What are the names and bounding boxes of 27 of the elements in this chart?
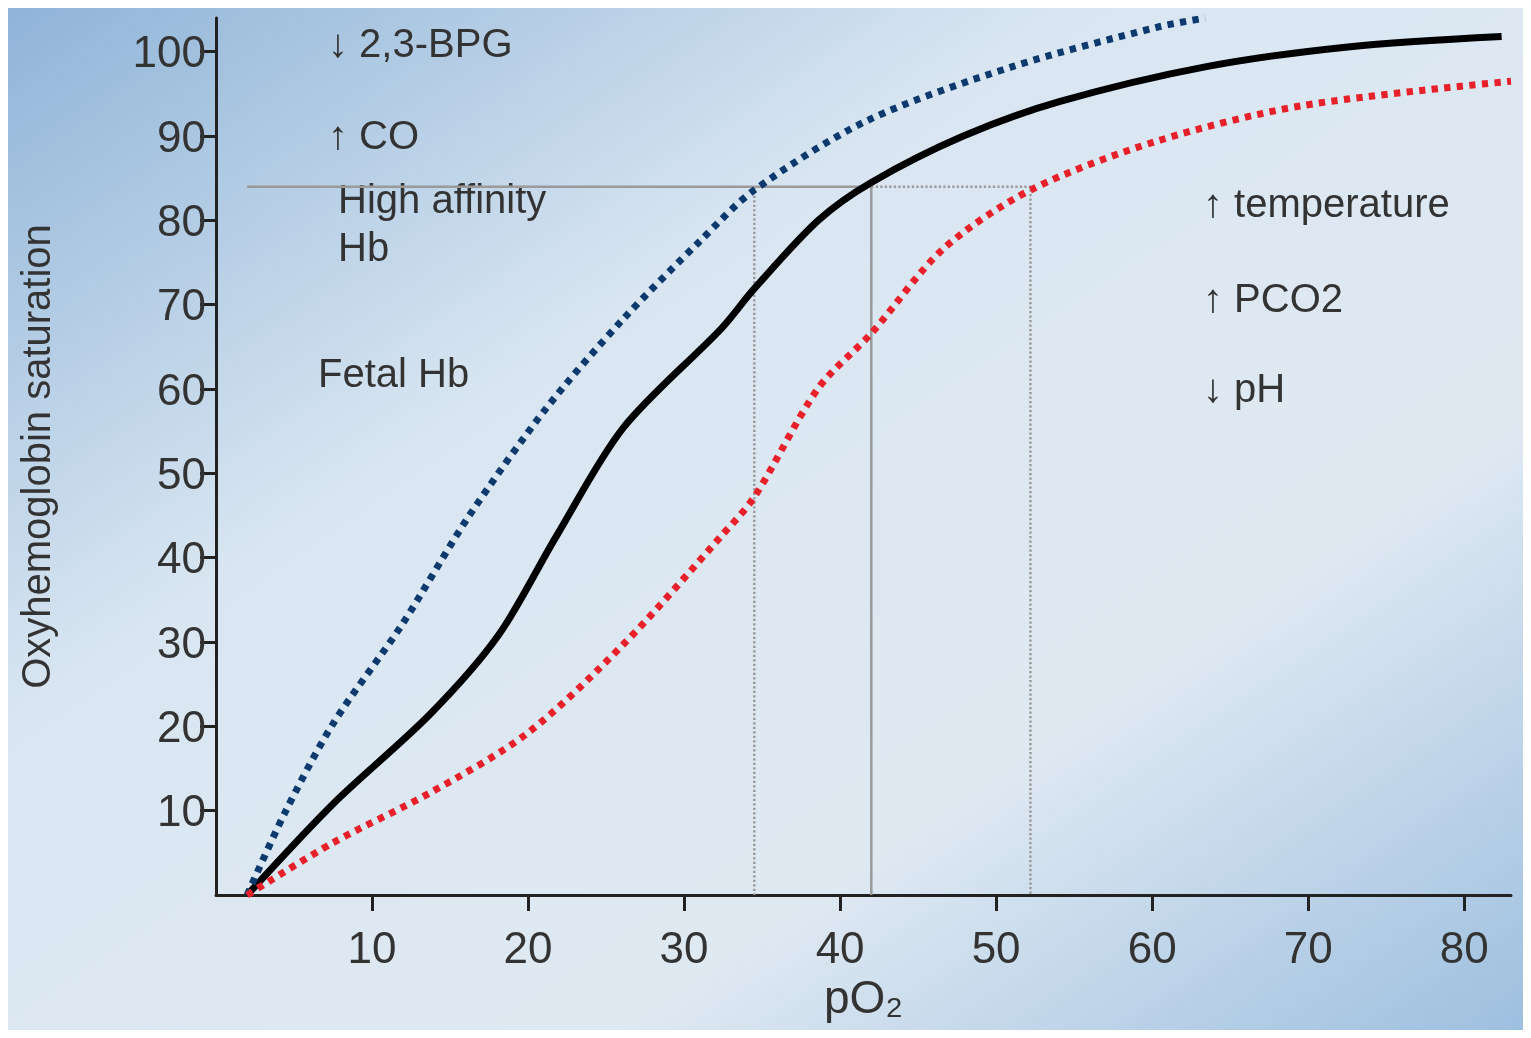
x-tick-label: 30	[659, 922, 709, 972]
y-tick-label: 30	[157, 617, 206, 667]
y-tick-label: 70	[157, 280, 206, 330]
y-tick-label: 20	[157, 701, 206, 751]
x-tick-label: 10	[347, 922, 397, 972]
y-tick-label: 80	[157, 195, 206, 245]
annotation: ↑ PCO2	[1203, 276, 1344, 320]
x-tick-label: 80	[1439, 922, 1489, 972]
y-tick-label: 100	[132, 27, 206, 77]
x-tick-label: 50	[971, 922, 1021, 972]
annotation: High affinity Hb	[338, 177, 547, 269]
y-tick-label: 50	[157, 448, 206, 498]
annotation: Fetal Hb	[318, 351, 470, 395]
y-tick-label: 60	[157, 364, 206, 414]
annotation: ↑ temperature	[1203, 181, 1450, 225]
x-tick-label: 60	[1127, 922, 1177, 972]
y-tick-label: 10	[157, 786, 206, 836]
annotation: ↓ 2,3-BPG	[328, 21, 513, 65]
x-tick-label: 70	[1283, 922, 1333, 972]
x-tick-label: 20	[503, 922, 553, 972]
y-tick-label: 90	[157, 111, 206, 161]
annotation: ↑ CO	[328, 113, 420, 157]
y-tick-label: 40	[157, 533, 206, 583]
annotation: ↓ pH	[1203, 366, 1286, 410]
y-axis-title: Oxyhemoglobin saturation	[14, 224, 58, 689]
x-axis-title: pO₂	[823, 970, 904, 1023]
x-tick-label: 40	[815, 922, 865, 972]
